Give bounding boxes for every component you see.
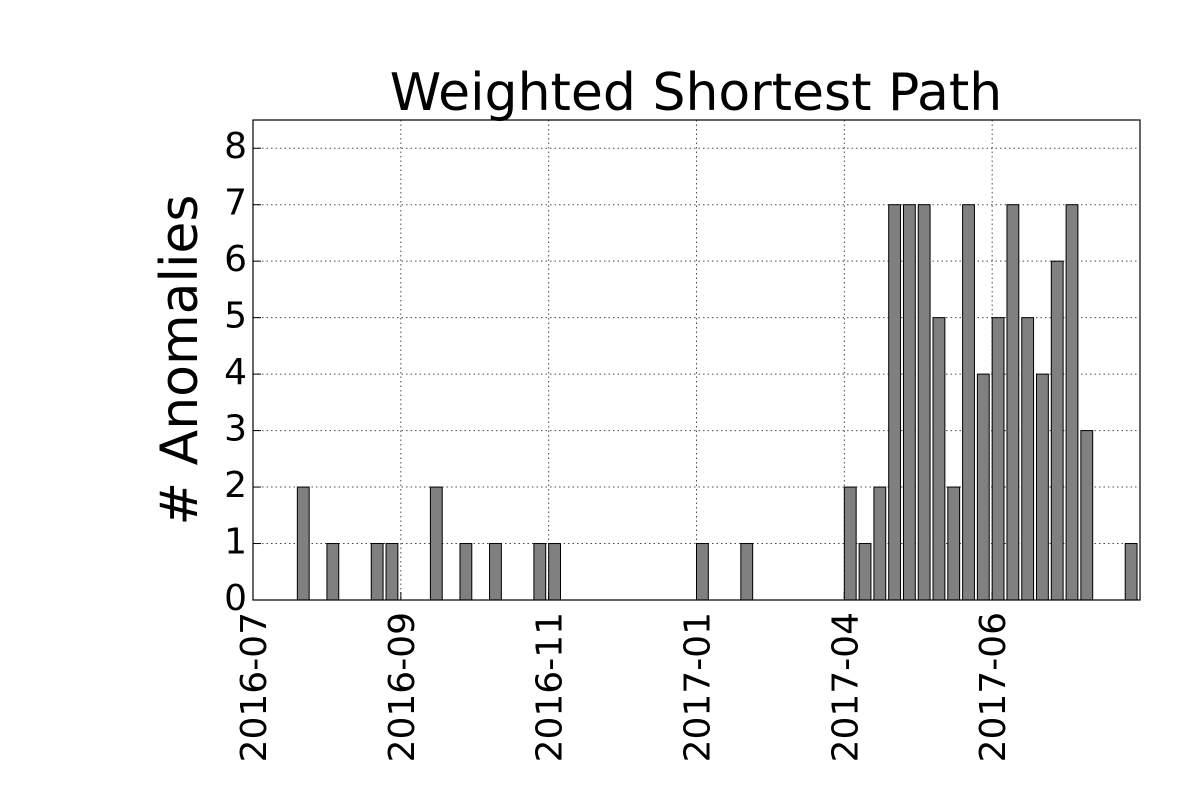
bar bbox=[1080, 430, 1094, 601]
bar bbox=[1124, 543, 1138, 601]
y-tick-label: 3 bbox=[224, 409, 247, 450]
y-tick-label: 2 bbox=[224, 465, 247, 506]
bar bbox=[1036, 373, 1049, 601]
y-tick-label: 8 bbox=[224, 126, 247, 167]
y-tick-label: 6 bbox=[224, 239, 247, 280]
bar bbox=[962, 204, 975, 601]
bar bbox=[888, 204, 902, 601]
x-tick-label: 2016-11 bbox=[530, 612, 571, 762]
y-tick-label: 1 bbox=[224, 522, 247, 563]
x-tick-label: 2017-01 bbox=[678, 612, 719, 762]
bar bbox=[740, 543, 754, 601]
bar bbox=[858, 543, 872, 601]
bar bbox=[296, 486, 310, 601]
x-tick-label: 2016-09 bbox=[382, 612, 423, 762]
bar bbox=[459, 543, 473, 601]
bar bbox=[696, 543, 709, 601]
bar bbox=[932, 317, 946, 601]
bar bbox=[533, 543, 547, 601]
y-tick-label: 5 bbox=[224, 296, 247, 337]
y-axis-label: # Anomalies bbox=[150, 195, 210, 526]
bar bbox=[1021, 317, 1035, 601]
bar bbox=[548, 543, 561, 601]
chart-title: Weighted Shortest Path bbox=[390, 63, 1002, 123]
bar bbox=[902, 204, 916, 601]
bar bbox=[429, 486, 443, 601]
bar bbox=[991, 317, 1005, 601]
x-tick-label: 2017-04 bbox=[825, 612, 866, 762]
bar bbox=[370, 543, 384, 601]
y-tick-label: 0 bbox=[224, 578, 247, 619]
y-tick-label: 4 bbox=[224, 352, 247, 393]
bar bbox=[976, 373, 990, 601]
x-tick-label: 2016-07 bbox=[234, 612, 275, 762]
bar bbox=[326, 543, 340, 601]
x-tick-label: 2017-06 bbox=[973, 612, 1014, 762]
plot-area: 0 1 2 3 4 5 6 7 8 2016-07 2016-09 2016-11 2017-01 201… bbox=[224, 120, 1140, 762]
bar bbox=[843, 486, 857, 601]
bar bbox=[385, 543, 399, 601]
bar bbox=[489, 543, 502, 601]
y-tick-label: 7 bbox=[224, 183, 247, 224]
plot-frame bbox=[252, 119, 1141, 601]
bar bbox=[1006, 204, 1020, 601]
bar bbox=[917, 204, 931, 601]
bar bbox=[947, 486, 961, 601]
bar bbox=[1050, 260, 1064, 601]
bar bbox=[1065, 204, 1079, 601]
bar bbox=[873, 486, 887, 601]
